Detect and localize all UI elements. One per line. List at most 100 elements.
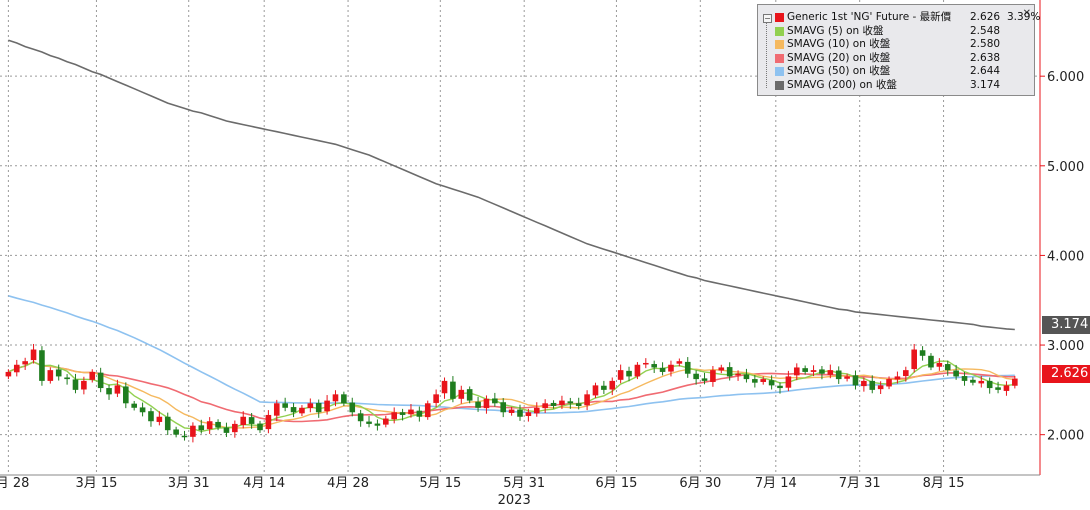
legend-series-name: SMAVG (5) on 收盤 — [787, 24, 884, 37]
candle-body — [131, 403, 137, 408]
chart-legend[interactable]: − ✕ Generic 1st 'NG' Future - 最新價 2.626 3.… — [757, 4, 1040, 96]
candle-body — [492, 398, 498, 404]
candle-body — [718, 367, 725, 371]
candle-body — [584, 394, 590, 406]
candle-body — [575, 403, 582, 406]
candle-body — [441, 380, 448, 394]
candle-body — [366, 421, 372, 424]
candle-body — [282, 403, 288, 408]
legend-series-value: 3.174 — [970, 78, 1001, 91]
moving-average-lines — [8, 39, 1015, 433]
legend-series-name: SMAVG (200) on 收盤 — [787, 78, 897, 91]
candle-body — [550, 402, 557, 406]
candle-body — [827, 370, 834, 375]
candle-body — [970, 379, 976, 383]
candle-body — [928, 355, 934, 368]
candle-body — [89, 371, 96, 380]
candle-body — [508, 409, 515, 413]
candle-body — [668, 364, 674, 372]
candle-body — [601, 385, 607, 390]
candle-body — [961, 376, 968, 381]
legend-tree-connector — [766, 22, 767, 88]
legend-entry[interactable]: Generic 1st 'NG' Future - 最新價 2.626 3.39% — [758, 11, 1040, 24]
legend-series-value: 2.644 — [970, 65, 1001, 77]
candle-body — [307, 403, 314, 409]
candle-body — [802, 368, 808, 372]
candle-body — [97, 372, 104, 389]
candle-body — [978, 380, 985, 384]
candle-body — [525, 412, 532, 417]
candle-body — [760, 379, 767, 382]
candle-body — [248, 417, 255, 424]
legend-collapse-icon[interactable]: − — [763, 14, 772, 23]
candle-body — [726, 367, 733, 377]
candle-body — [466, 389, 473, 401]
candlesticks — [5, 343, 1018, 443]
candle-body — [533, 407, 540, 414]
candle-body — [215, 421, 221, 428]
x-tick-label: 7月 31 — [839, 476, 881, 491]
candle-body — [265, 414, 272, 430]
candle-body — [139, 407, 146, 413]
legend-series-value: 2.638 — [970, 51, 1001, 64]
candle-body — [559, 400, 565, 405]
candle-body — [542, 403, 548, 409]
candle-body — [684, 361, 691, 374]
candle-body — [768, 380, 775, 386]
candle-body — [181, 435, 188, 438]
candle-body — [22, 361, 28, 365]
legend-entry[interactable]: SMAVG (10) on 收盤 2.580 — [758, 38, 1034, 51]
candle-body — [609, 380, 616, 390]
candle-body — [47, 370, 54, 381]
legend-swatch — [775, 53, 784, 63]
candle-body — [324, 400, 330, 412]
legend-close-icon[interactable]: ✕ — [1022, 8, 1031, 19]
candle-body — [315, 402, 322, 413]
candle-body — [206, 421, 213, 430]
candle-body — [852, 375, 859, 386]
legend-series-name: SMAVG (10) on 收盤 — [787, 38, 891, 50]
candle-body — [433, 394, 439, 403]
candle-body — [374, 423, 381, 426]
legend-series-name: Generic 1st 'NG' Future - 最新價 — [787, 11, 952, 23]
candle-body — [383, 418, 389, 425]
candle-body — [114, 385, 121, 394]
legend-series-name: SMAVG (50) on 收盤 — [787, 65, 891, 77]
candle-body — [299, 407, 305, 414]
candle-body — [173, 429, 179, 435]
legend-swatch — [775, 13, 784, 22]
candle-body — [64, 377, 70, 380]
legend-entry[interactable]: SMAVG (5) on 收盤 2.548 — [758, 25, 1034, 38]
candle-body — [592, 385, 599, 396]
candle-body — [995, 387, 1001, 390]
legend-series-value: 2.626 — [970, 11, 1001, 23]
candle-body — [777, 385, 783, 389]
x-tick-label: 4月 14 — [243, 476, 285, 491]
candle-body — [349, 402, 356, 413]
last-price-flag: 2.626 — [1042, 365, 1090, 383]
candle-body — [106, 388, 112, 395]
candle-body — [198, 425, 205, 431]
legend-entry[interactable]: SMAVG (50) on 收盤 2.644 — [758, 65, 1034, 78]
y-tick-label: 2.000 — [1047, 429, 1084, 444]
candle-body — [877, 385, 884, 390]
candle-body — [735, 373, 741, 376]
candle-body — [944, 364, 951, 371]
candle-body — [156, 416, 163, 422]
candle-body — [257, 423, 263, 431]
x-tick-label: 5月 31 — [503, 476, 545, 491]
sma200-line — [8, 39, 1015, 331]
legend-entry[interactable]: SMAVG (200) on 收盤 3.174 — [758, 79, 1034, 92]
x-tick-label: 3月 15 — [75, 476, 117, 491]
candle-body — [424, 403, 431, 418]
candle-body — [567, 401, 574, 404]
candle-body — [517, 409, 523, 417]
candle-body — [148, 411, 154, 422]
candle-body — [408, 409, 414, 415]
sma200-price-flag: 3.174 — [1042, 316, 1090, 334]
legend-entry[interactable]: SMAVG (20) on 收盤 2.638 — [758, 52, 1034, 65]
x-tick-label: 5月 15 — [419, 476, 461, 491]
candle-body — [240, 416, 247, 425]
candle-body — [936, 362, 943, 367]
x-tick-label: 8月 15 — [923, 476, 965, 491]
